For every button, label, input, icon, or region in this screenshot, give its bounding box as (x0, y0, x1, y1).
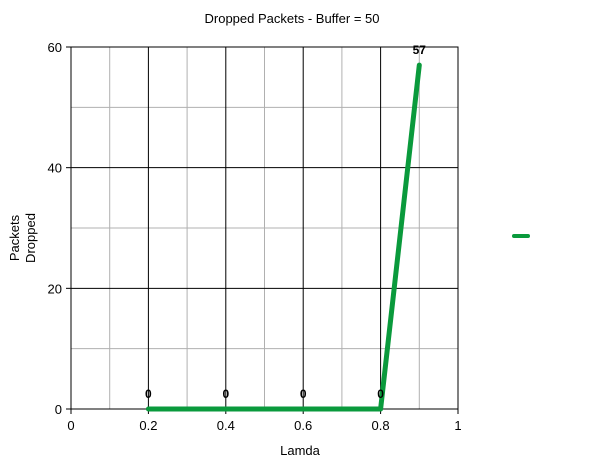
x-tick-label: 0.8 (372, 418, 390, 433)
x-tick-label: 0.6 (294, 418, 312, 433)
x-tick-label: 0.4 (217, 418, 235, 433)
series-layer (145, 62, 422, 412)
data-label: 57 (413, 43, 427, 57)
y-tick-label: 60 (48, 40, 62, 55)
x-tick-label: 0.2 (139, 418, 157, 433)
y-axis: 0 20 40 60 (48, 40, 71, 417)
x-axis: 0 0.2 0.4 0.6 0.8 1 (67, 409, 462, 433)
y-axis-label-line2: Dropped (23, 213, 38, 263)
data-label: 0 (377, 387, 384, 401)
y-tick-label: 0 (55, 402, 62, 417)
chart-title: Dropped Packets - Buffer = 50 (205, 11, 380, 26)
x-tick-label: 1 (454, 418, 461, 433)
y-tick-label: 20 (48, 281, 62, 296)
x-tick-label: 0 (67, 418, 74, 433)
y-axis-label-line1: Packets (7, 214, 22, 261)
series-line (145, 62, 422, 412)
x-axis-label: Lamda (280, 443, 321, 458)
data-label: 0 (300, 387, 307, 401)
minor-grid (71, 47, 458, 409)
data-label: 0 (222, 387, 229, 401)
y-tick-label: 40 (48, 161, 62, 176)
data-labels: 0 0 0 0 57 (145, 43, 426, 401)
data-label: 0 (145, 387, 152, 401)
